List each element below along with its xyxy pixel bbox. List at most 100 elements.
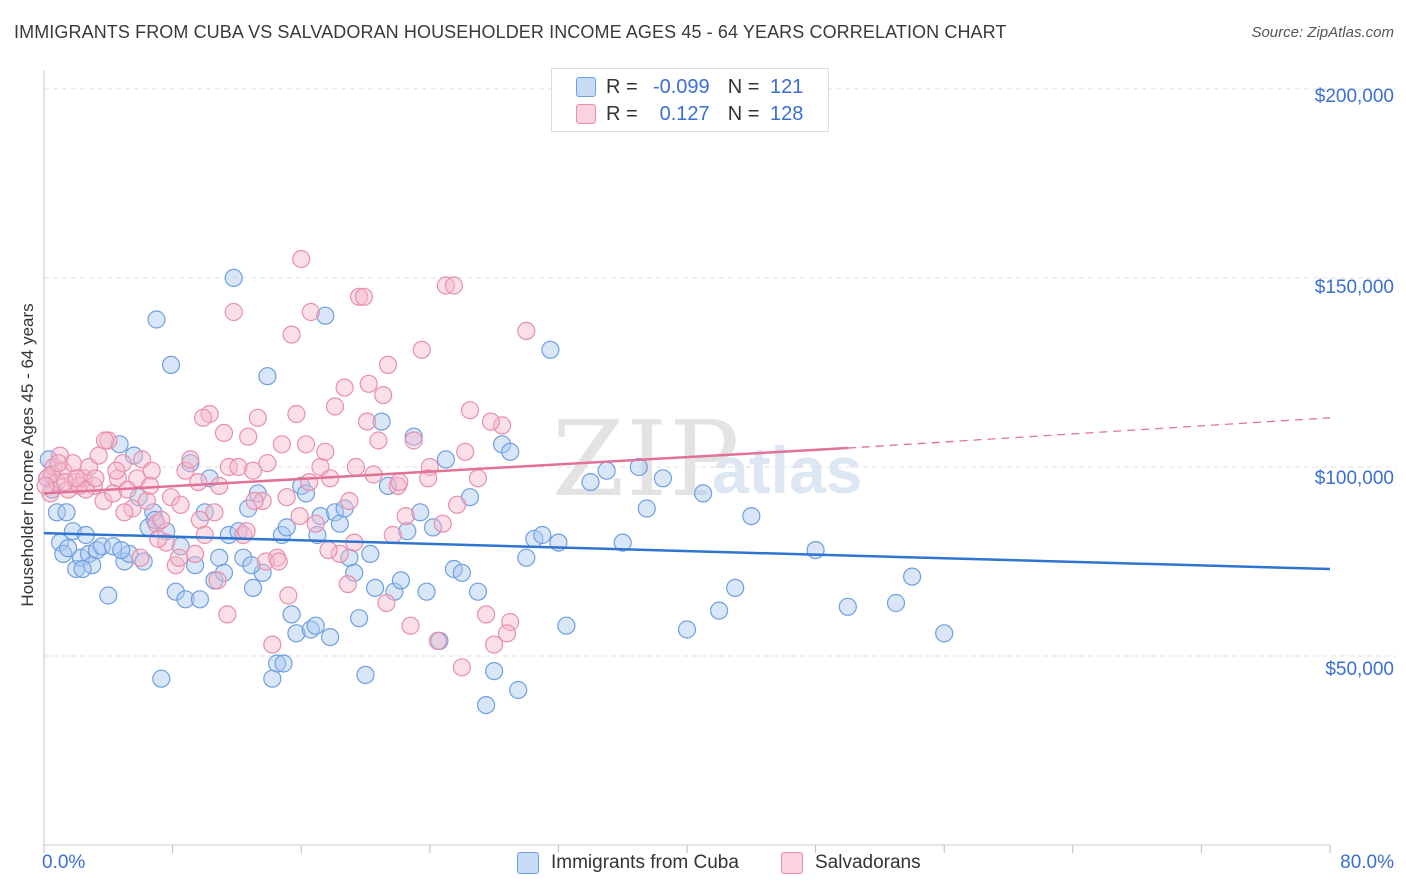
- cuba-point: [242, 556, 261, 575]
- salvadoran-point: [358, 412, 377, 431]
- salvadoran-trend-extension: [847, 417, 1331, 449]
- salvadoran-point: [237, 522, 256, 541]
- salvadoran-point: [477, 605, 496, 624]
- salvadoran-point: [290, 506, 309, 526]
- cuba-point: [742, 506, 761, 526]
- cuba-point: [54, 544, 73, 564]
- cuba-point: [935, 624, 954, 643]
- cuba-point: [166, 582, 185, 601]
- cuba-point: [436, 450, 455, 469]
- cuba-point: [268, 654, 287, 673]
- salvadoran-point: [448, 495, 467, 514]
- salvadoran-point: [369, 431, 388, 450]
- cuba-point: [330, 514, 349, 533]
- cuba-point: [597, 461, 616, 480]
- cuba-point: [152, 669, 171, 688]
- salvadoran-point: [481, 412, 500, 431]
- cuba-point: [224, 268, 243, 287]
- salvadoran-point: [433, 514, 452, 533]
- salvadoran-point: [94, 491, 113, 511]
- cuba-point: [306, 616, 325, 635]
- cuba-point: [726, 578, 745, 598]
- cuba-point: [47, 503, 67, 522]
- legend-r-label: R =: [606, 102, 638, 125]
- salvadoran-point: [346, 457, 365, 477]
- cuba-point: [501, 442, 520, 461]
- salvadoran-point: [115, 503, 134, 522]
- cuba-point: [308, 525, 327, 545]
- salvadoran-point: [224, 302, 243, 322]
- salvadoran-point: [340, 491, 359, 511]
- cuba-point: [417, 582, 436, 601]
- salvadoran-point: [208, 571, 227, 590]
- trend-lines: [43, 417, 1331, 571]
- cuba-point: [325, 503, 345, 522]
- cuba-point: [541, 340, 560, 359]
- salvadoran-point: [497, 624, 517, 643]
- salvadoran-point: [239, 427, 258, 446]
- salvadoran-point: [269, 552, 288, 571]
- salvadoran-point: [374, 386, 393, 405]
- legend-swatch-cuba: [576, 77, 596, 97]
- salvadoran-point: [316, 442, 335, 461]
- legend-r-value-salvadorans: 0.127: [659, 102, 710, 125]
- salvadoran-point: [210, 476, 229, 495]
- cuba-point: [243, 578, 263, 598]
- salvadoran-point: [194, 408, 213, 427]
- salvadoran-point: [468, 469, 488, 488]
- y-tick-label: $150,000: [1314, 277, 1394, 298]
- legend-label-salvadorans: Salvadorans: [815, 852, 921, 873]
- cuba-point: [653, 469, 673, 488]
- salvadoran-point: [176, 461, 195, 480]
- legend-r-label: R =: [606, 75, 638, 98]
- cuba-point: [176, 590, 195, 609]
- salvadoran-point: [485, 635, 504, 654]
- cuba-point: [214, 563, 234, 582]
- cuba-point: [274, 654, 293, 673]
- legend-swatch-salvadorans: [781, 852, 803, 874]
- cuba-point: [73, 559, 92, 579]
- legend-r-value-cuba: -0.099: [652, 75, 710, 98]
- salvadoran-point: [404, 431, 423, 450]
- salvadoran-point: [272, 435, 291, 454]
- cuba-point: [533, 525, 552, 545]
- legend-item-salvadorans[interactable]: Salvadorans: [781, 852, 921, 874]
- salvadoran-point: [325, 397, 345, 416]
- salvadoran-point: [277, 488, 296, 507]
- salvadoran-point: [205, 503, 224, 522]
- legend-item-cuba[interactable]: Immigrants from Cuba: [517, 852, 739, 874]
- cuba-point: [287, 624, 306, 643]
- salvadoran-point: [419, 469, 438, 488]
- cuba-point: [321, 627, 340, 647]
- salvadoran-point: [282, 325, 301, 344]
- cuba-point: [263, 669, 282, 688]
- x-max-label: 80.0%: [1340, 852, 1394, 873]
- y-tick-label: $200,000: [1314, 86, 1394, 107]
- source-label: Source: ZipAtlas.com: [1251, 24, 1394, 41]
- salvadoran-point: [149, 529, 168, 548]
- cuba-point: [693, 484, 713, 503]
- salvadoran-point: [279, 586, 298, 605]
- cuba-point: [99, 586, 118, 605]
- y-tick-label: $50,000: [1325, 659, 1394, 680]
- legend-swatch-cuba: [517, 852, 539, 874]
- cuba-point: [886, 593, 906, 613]
- series-legend: Immigrants from Cuba Salvadorans: [0, 852, 1406, 878]
- cuba-point: [366, 578, 385, 598]
- legend-row-cuba: R = -0.099 N = 121: [576, 75, 803, 99]
- cuba-point: [613, 533, 632, 552]
- legend-n-label: N =: [727, 102, 760, 125]
- salvadoran-point: [248, 408, 267, 427]
- salvadoran-point: [412, 340, 431, 359]
- salvadoran-point: [55, 473, 75, 492]
- salvadoran-point: [256, 552, 275, 571]
- salvadoran-point: [95, 431, 115, 450]
- salvadoran-point: [181, 450, 200, 469]
- salvadoran-point: [258, 454, 277, 473]
- salvadoran-point: [378, 355, 398, 374]
- cuba-point: [452, 563, 471, 582]
- cuba-point: [838, 597, 857, 616]
- cuba-point: [277, 518, 296, 537]
- salvadoran-point: [214, 423, 234, 442]
